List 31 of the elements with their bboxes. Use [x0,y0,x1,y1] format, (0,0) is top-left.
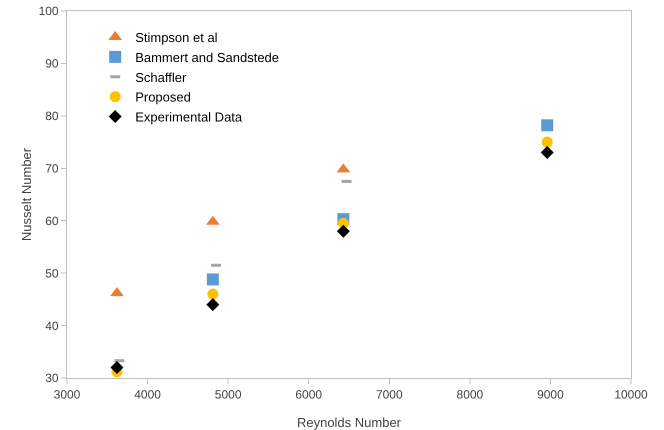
y-tick-label: 40 [45,318,59,333]
y-tick-label: 50 [45,266,59,280]
point [336,224,350,238]
legend-label: Bammert and Sandstede [135,50,280,65]
legend-label: Schaffler [135,70,187,85]
point [207,288,218,300]
y-tick-label: 70 [45,161,59,176]
x-tick-label: 5000 [214,387,242,402]
x-tick-label: 4000 [134,387,162,402]
x-axis-title: Reynolds Number [296,415,402,430]
x-tick-label: 6000 [295,387,322,402]
point [206,298,220,312]
legend-label: Stimpson et al [135,30,218,46]
x-tick-label: 8000 [456,387,484,402]
point [541,119,554,132]
y-tick-label: 60 [45,214,59,228]
x-tick-label: 3000 [54,387,81,402]
y-tick-label: 30 [45,371,59,386]
y-tick-label: 80 [45,109,59,124]
y-tick-label: 90 [45,56,59,71]
point [110,361,124,374]
x-tick-label: 7000 [376,387,403,402]
point [206,273,219,286]
y-tick-label: 100 [38,4,59,18]
y-axis-title: Nusselt Number [19,147,34,242]
point [542,136,553,148]
point [540,146,554,160]
legend-label: Proposed [135,90,191,105]
x-tick-label: 10000 [614,387,648,402]
legend-label: Experimental Data [135,110,243,125]
x-tick-label: 9000 [537,387,564,402]
